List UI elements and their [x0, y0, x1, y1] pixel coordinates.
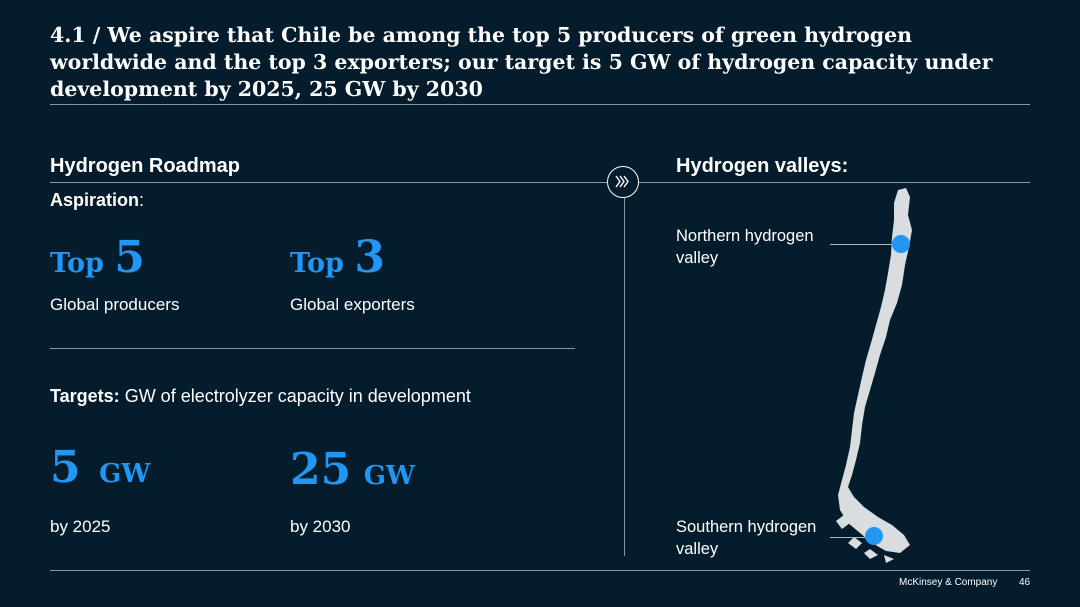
northern-valley-marker — [892, 235, 910, 253]
target-value: 5 — [50, 442, 81, 493]
aspiration-caption: Global exporters — [290, 295, 415, 314]
roadmap-heading: Hydrogen Roadmap — [50, 155, 241, 177]
chile-map — [836, 188, 912, 563]
aspiration-label: Aspiration: — [50, 190, 145, 210]
aspiration-number: 3 — [354, 232, 385, 283]
aspiration-prefix: Top — [50, 248, 104, 279]
page-number: 46 — [1019, 577, 1031, 588]
aspiration-number: 5 — [114, 232, 145, 283]
footer-brand: McKinsey & Company — [899, 577, 998, 588]
target-unit: GW — [99, 459, 151, 489]
targets-label: Targets: GW of electrolyzer capacity in … — [50, 386, 471, 406]
target-unit: GW — [363, 461, 416, 491]
target-value: 25 — [290, 444, 352, 495]
aspiration-exporters: Top 3 — [290, 232, 385, 283]
footer-divider — [50, 570, 1030, 571]
northern-leader-line — [830, 244, 896, 245]
aspiration-caption: Global producers — [50, 295, 180, 314]
roadmap-header-line — [50, 182, 608, 183]
column-divider — [624, 198, 625, 556]
section-divider — [50, 348, 575, 349]
northern-valley-label: Northern hydrogen valley — [676, 227, 814, 267]
target-2025: 5 GW — [50, 442, 150, 493]
aspiration-prefix: Top — [290, 248, 344, 279]
target-2030: 25 GW — [290, 444, 415, 495]
double-chevron-right-icon — [607, 166, 639, 198]
page-title: 4.1 / We aspire that Chile be among the … — [50, 23, 993, 101]
southern-valley-marker — [865, 527, 883, 545]
southern-leader-line — [830, 537, 866, 538]
southern-valley-label: Southern hydrogen valley — [676, 518, 817, 558]
target-caption: by 2025 — [50, 517, 111, 536]
valleys-heading: Hydrogen valleys: — [676, 155, 849, 177]
valleys-header-line — [638, 182, 1030, 183]
title-divider — [50, 104, 1030, 105]
aspiration-producers: Top 5 — [50, 232, 145, 283]
target-caption: by 2030 — [290, 517, 351, 536]
